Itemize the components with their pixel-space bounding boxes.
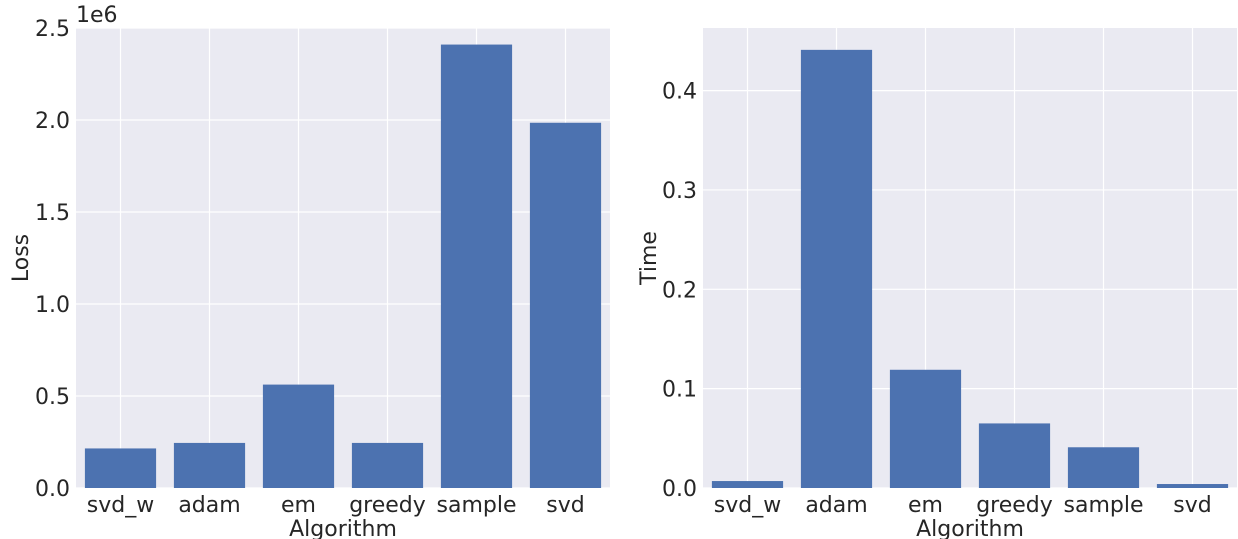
bar-greedy: [978, 423, 1051, 488]
y-axis-label: Time: [637, 231, 662, 286]
x-tick-label: sample: [1064, 493, 1144, 518]
bar-em: [262, 384, 335, 488]
y-tick-label: 0.2: [662, 278, 697, 303]
y-tick-label: 0.0: [35, 477, 70, 502]
bar-sample: [1067, 447, 1140, 488]
y-tick-label: 2.0: [35, 109, 70, 134]
plot-area: [76, 28, 610, 488]
y-tick-label: 0.5: [35, 385, 70, 410]
x-tick-label: adam: [805, 493, 867, 518]
x-tick-label: greedy: [976, 493, 1053, 518]
y-tick-label: 1.0: [35, 293, 70, 318]
y-tick-label: 0.4: [662, 80, 697, 105]
bar-svd: [529, 122, 602, 488]
x-axis-label: Algorithm: [289, 517, 397, 539]
y-axis-label: Loss: [9, 234, 34, 282]
bar-greedy: [351, 442, 424, 488]
y-tick-label: 0.3: [662, 179, 697, 204]
x-tick-label: greedy: [349, 493, 426, 518]
x-tick-label: svd: [1173, 493, 1211, 518]
bar-adam: [800, 49, 873, 488]
bar-sample: [440, 44, 513, 489]
x-tick-label: svd: [546, 493, 584, 518]
bar-em: [889, 369, 962, 488]
y-tick-label: 2.5: [35, 17, 70, 42]
y-tick-label: 0.0: [662, 477, 697, 502]
plot-area: [703, 28, 1237, 488]
x-tick-label: em: [281, 493, 316, 518]
y-tick-label: 1.5: [35, 201, 70, 226]
x-axis-label: Algorithm: [916, 517, 1024, 539]
chart-1: 0.0 0.5 1.0 1.5 2.0 2.5 svd_w adam em greedy sampl…: [9, 3, 610, 539]
bar-svd_w: [711, 481, 784, 488]
x-tick-label: em: [908, 493, 943, 518]
bar-adam: [173, 442, 246, 488]
y-offset-label: 1e6: [76, 3, 118, 28]
x-tick-label: svd_w: [714, 493, 781, 518]
bar-svd_w: [84, 448, 157, 488]
bar-svd: [1156, 484, 1229, 488]
y-tick-label: 0.1: [662, 378, 697, 403]
chart-2: 0.0 0.1 0.2 0.3 0.4 svd_w adam em greedy sample sv…: [637, 28, 1237, 539]
x-tick-label: sample: [437, 493, 517, 518]
x-tick-label: adam: [178, 493, 240, 518]
x-tick-label: svd_w: [87, 493, 154, 518]
